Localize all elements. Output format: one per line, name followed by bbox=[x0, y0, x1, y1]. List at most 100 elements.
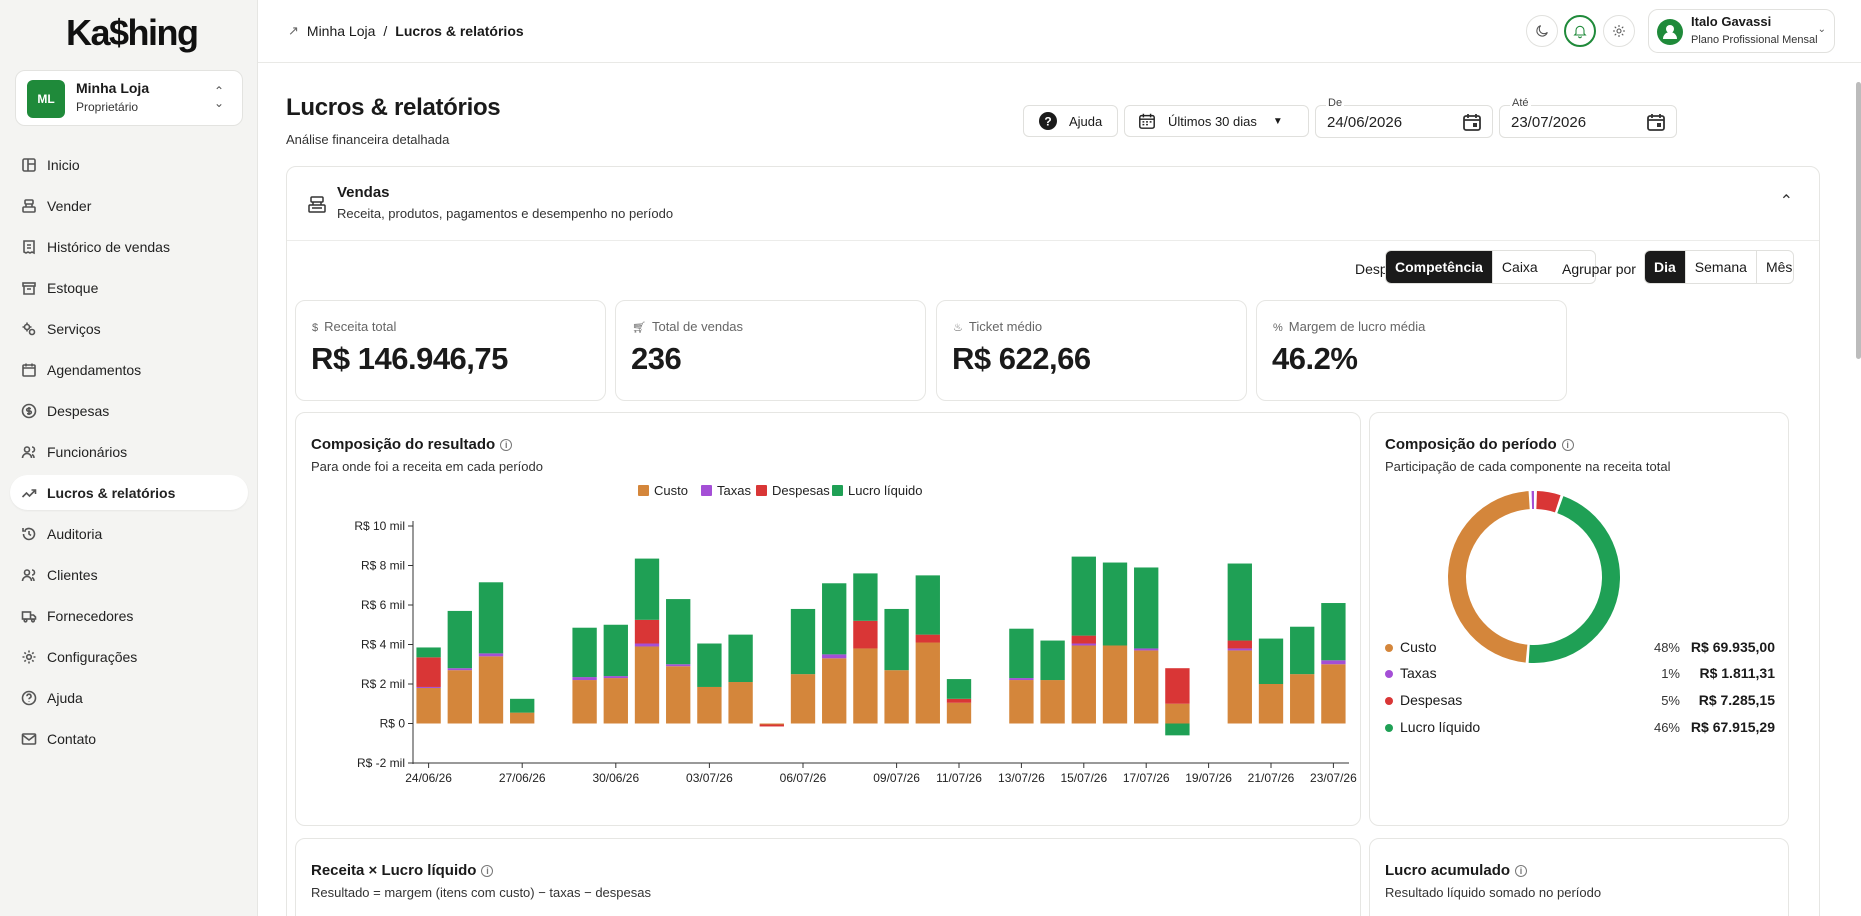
date-to-field[interactable]: Até 23/07/2026 bbox=[1499, 97, 1677, 138]
x-tick-label: 13/07/26 bbox=[998, 771, 1045, 785]
sidebar-item-label: Clientes bbox=[47, 566, 98, 583]
store-name: Minha Loja bbox=[76, 80, 150, 96]
group-option[interactable]: Dia bbox=[1645, 251, 1686, 283]
bar-segment bbox=[603, 678, 628, 724]
kpi-label: 🛒︎ Total de vendas bbox=[632, 319, 743, 334]
sidebar-item-contato[interactable]: Contato bbox=[10, 721, 248, 756]
sidebar-item-inicio[interactable]: Inicio bbox=[10, 147, 248, 182]
bar-segment bbox=[1321, 660, 1346, 665]
sidebar-item-configuracoes[interactable]: Configurações bbox=[10, 639, 248, 674]
x-tick-label: 17/07/26 bbox=[1123, 771, 1170, 785]
scrollbar[interactable] bbox=[1856, 82, 1861, 359]
theme-toggle-button[interactable] bbox=[1526, 15, 1558, 47]
sidebar-item-lucros-relatorios[interactable]: Lucros & relatórios bbox=[10, 475, 248, 510]
sidebar-item-vender[interactable]: Vender bbox=[10, 188, 248, 223]
percent-icon: % bbox=[1273, 322, 1283, 334]
info-icon[interactable]: i bbox=[1561, 439, 1574, 451]
breadcrumb-root[interactable]: Minha Loja bbox=[306, 23, 376, 39]
donut-legend-row: Despesas 5% R$ 7.285,15 bbox=[1385, 692, 1775, 712]
calendar-icon[interactable] bbox=[1646, 112, 1666, 132]
bar-segment bbox=[1071, 645, 1096, 724]
legend-percent: 5% bbox=[1661, 693, 1680, 708]
sidebar-item-ajuda[interactable]: Ajuda bbox=[10, 680, 248, 715]
bar-segment bbox=[603, 676, 628, 679]
app-logo[interactable]: Ka$hing bbox=[66, 12, 199, 53]
sales-section-header[interactable]: Vendas Receita, produtos, pagamentos e d… bbox=[287, 167, 1819, 241]
date-from-field[interactable]: De 24/06/2026 bbox=[1315, 97, 1493, 138]
group-toggle: Dia Semana Mês bbox=[1644, 250, 1794, 284]
breadcrumb-current: Lucros & relatórios bbox=[395, 23, 524, 39]
accumulated-subtitle: Resultado líquido somado no período bbox=[1385, 885, 1602, 900]
users-icon bbox=[21, 444, 37, 460]
group-option[interactable]: Semana bbox=[1686, 251, 1757, 283]
calendar-icon[interactable] bbox=[1462, 112, 1482, 132]
donut-slice bbox=[1536, 491, 1561, 513]
sidebar-item-funcionarios[interactable]: Funcionários bbox=[10, 434, 248, 469]
info-icon[interactable]: i bbox=[500, 439, 513, 451]
bar-segment bbox=[1321, 664, 1346, 724]
bar-segment bbox=[1009, 678, 1034, 681]
bar-segment bbox=[634, 619, 660, 644]
group-option[interactable]: Mês bbox=[1765, 259, 1793, 275]
composition-card: Composição do resultado i Para onde foi a… bbox=[295, 412, 1361, 826]
user-name: Italo Gavassi bbox=[1691, 14, 1772, 29]
bar-segment bbox=[416, 657, 441, 687]
notifications-button[interactable] bbox=[1564, 15, 1596, 47]
store-switcher[interactable]: ML Minha Loja Proprietário ⌃ ⌄ bbox=[15, 70, 243, 126]
chevron-down-icon: ⌄ bbox=[1817, 24, 1826, 35]
bar-segment bbox=[728, 634, 753, 683]
user-icon bbox=[1663, 25, 1677, 39]
expenses-option[interactable]: Competência bbox=[1386, 251, 1493, 283]
period-card: Composição do período i Participação de c… bbox=[1369, 412, 1789, 826]
sidebar-item-clientes[interactable]: Clientes bbox=[10, 557, 248, 592]
user-menu[interactable]: Italo Gavassi Plano Profissional Mensal … bbox=[1648, 9, 1835, 53]
sidebar-item-estoque[interactable]: Estoque bbox=[10, 270, 248, 305]
legend-name: Lucro líquido bbox=[1400, 719, 1481, 735]
legend-value: R$ 7.285,15 bbox=[1698, 692, 1775, 708]
x-tick-label: 30/06/26 bbox=[592, 771, 639, 785]
bar-segment bbox=[1134, 567, 1159, 649]
cash-register-icon bbox=[308, 196, 326, 213]
x-tick-label: 15/07/26 bbox=[1060, 771, 1107, 785]
legend-dot bbox=[1385, 724, 1393, 732]
legend-swatch bbox=[756, 485, 767, 496]
sidebar-item-despesas[interactable]: Despesas bbox=[10, 393, 248, 428]
trend-icon bbox=[21, 485, 37, 501]
settings-button[interactable] bbox=[1603, 15, 1635, 47]
expenses-option[interactable]: Caixa bbox=[1501, 259, 1538, 275]
sidebar-item-fornecedores[interactable]: Fornecedores bbox=[10, 598, 248, 633]
section-title: Vendas bbox=[337, 184, 390, 201]
help-button-label: Ajuda bbox=[1069, 113, 1103, 129]
sidebar-item-auditoria[interactable]: Auditoria bbox=[10, 516, 248, 551]
top-bar: ↗ Minha Loja / Lucros & relatórios Italo… bbox=[258, 0, 1861, 63]
sidebar-item-servicos[interactable]: Serviços bbox=[10, 311, 248, 346]
bar-segment bbox=[1071, 643, 1096, 646]
bar-segment bbox=[1227, 563, 1252, 641]
page-title: Lucros & relatórios bbox=[286, 94, 501, 121]
donut-slice bbox=[1448, 491, 1530, 663]
arrow-up-left-icon[interactable]: ↗ bbox=[288, 23, 299, 38]
avatar bbox=[1657, 19, 1683, 45]
expenses-toggle: Competência Caixa bbox=[1385, 250, 1596, 284]
bar-segment bbox=[447, 668, 472, 671]
calendar-icon bbox=[21, 362, 37, 378]
sidebar-item-historico-de-vendas[interactable]: Histórico de vendas bbox=[10, 229, 248, 264]
help-circle-icon: ? bbox=[1039, 112, 1057, 130]
bar-segment bbox=[946, 698, 972, 703]
bar-segment bbox=[603, 624, 628, 677]
chevron-up-icon[interactable]: ⌃ bbox=[1779, 193, 1793, 210]
legend-swatch bbox=[701, 485, 712, 496]
bar-segment bbox=[1321, 603, 1346, 661]
help-button[interactable]: ? Ajuda bbox=[1023, 105, 1118, 137]
info-icon[interactable]: i bbox=[481, 865, 494, 877]
sidebar-item-agendamentos[interactable]: Agendamentos bbox=[10, 352, 248, 387]
x-tick-label: 23/07/26 bbox=[1310, 771, 1357, 785]
sidebar-item-label: Contato bbox=[47, 730, 97, 747]
info-icon[interactable]: i bbox=[1515, 865, 1528, 877]
bar-segment bbox=[1227, 640, 1252, 649]
x-tick-label: 21/07/26 bbox=[1248, 771, 1295, 785]
bar-segment bbox=[478, 582, 504, 654]
bar-segment bbox=[697, 643, 722, 687]
period-title-text: Composição do período bbox=[1385, 436, 1557, 453]
date-range-select[interactable]: Últimos 30 dias ▼ bbox=[1124, 105, 1309, 137]
